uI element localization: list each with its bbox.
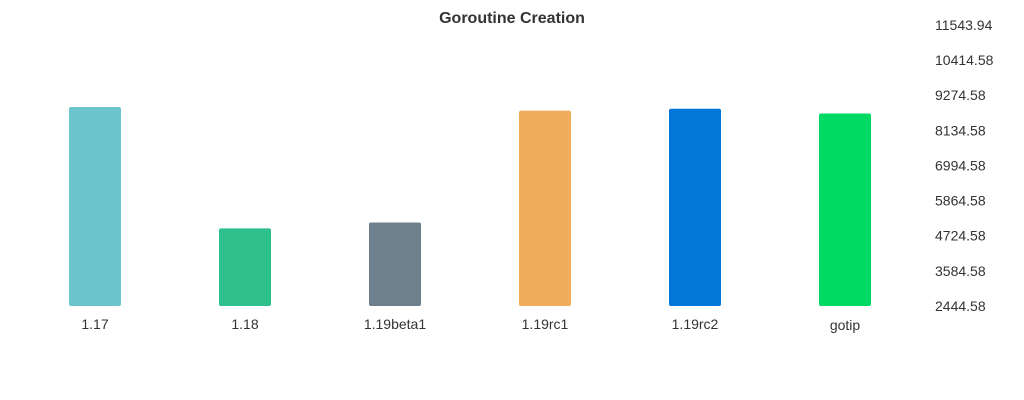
x-tick-label: gotip: [830, 317, 861, 333]
y-tick-label: 5864.58: [935, 192, 986, 208]
chart-title: Goroutine Creation: [439, 10, 585, 27]
y-tick-label: 11543.94: [935, 17, 993, 33]
bar-1-17: [69, 106, 121, 307]
y-tick-label: 4724.58: [935, 228, 986, 244]
y-tick-label: 9274.58: [935, 87, 986, 103]
y-tick-label: 3584.58: [935, 263, 986, 279]
y-tick-label: 8134.58: [935, 122, 986, 138]
bars-group: [69, 106, 871, 307]
x-tick-label: 1.19beta1: [364, 316, 426, 332]
bar-gotip: [819, 113, 871, 306]
bar-1-19rc1: [519, 110, 571, 307]
x-tick-label: 1.19rc1: [522, 316, 569, 332]
y-tick-label: 2444.58: [935, 298, 986, 314]
x-tick-label: 1.18: [231, 316, 258, 332]
bar-1-18: [219, 228, 271, 306]
bar-1-19beta1: [369, 222, 421, 306]
x-tick-label: 1.19rc2: [672, 316, 719, 332]
y-tick-label: 6994.58: [935, 157, 986, 173]
x-axis-labels: 1.17 1.18 1.19beta1 1.19rc1 1.19rc2 gotip: [81, 316, 860, 333]
x-tick-label: 1.17: [81, 316, 108, 332]
y-tick-label: 10414.58: [935, 52, 994, 68]
bar-1-19rc2: [669, 108, 721, 307]
y-axis-tick-labels: 11543.94 10414.58 9274.58 8134.58 6994.58 586…: [935, 17, 994, 314]
